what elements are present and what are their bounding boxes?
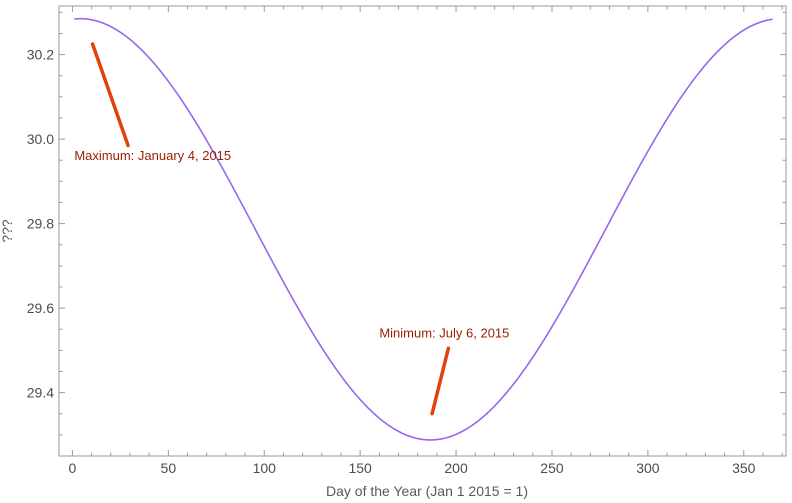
series-line xyxy=(74,17,773,441)
y-tick-label: 29.8 xyxy=(27,216,54,232)
maximum-annotation-label: Maximum: January 4, 2015 xyxy=(74,148,231,163)
y-tick-label: 29.6 xyxy=(27,300,54,316)
x-tick-label: 100 xyxy=(253,460,277,476)
y-axis-label: ??? xyxy=(0,219,15,243)
x-axis-label: Day of the Year (Jan 1 2015 = 1) xyxy=(326,483,528,499)
x-tick-label: 300 xyxy=(636,460,660,476)
y-tick-label: 30.2 xyxy=(27,47,54,63)
axis-ticks xyxy=(59,6,786,457)
minimum-annotation-label: Minimum: July 6, 2015 xyxy=(379,326,509,341)
series-group xyxy=(74,17,773,441)
y-tick-label: 29.4 xyxy=(27,385,54,401)
x-tick-label: 50 xyxy=(161,460,177,476)
y-tick-label: 30.0 xyxy=(27,131,54,147)
minimum-annotation-arrow xyxy=(430,346,451,416)
x-tick-label: 250 xyxy=(540,460,564,476)
maximum-annotation-arrow xyxy=(90,42,130,148)
x-tick-label: 200 xyxy=(444,460,468,476)
plot-frame xyxy=(58,5,787,457)
x-tick-label: 350 xyxy=(732,460,756,476)
axis-tick-labels: 0 50 100 150 200 250 300 350 29.4 29.6 29.8 30.0 30.… xyxy=(27,47,756,476)
x-tick-label: 0 xyxy=(69,460,77,476)
x-tick-label: 150 xyxy=(348,460,372,476)
annotations: Maximum: January 4, 2015 Minimum: July 6,… xyxy=(74,42,509,416)
